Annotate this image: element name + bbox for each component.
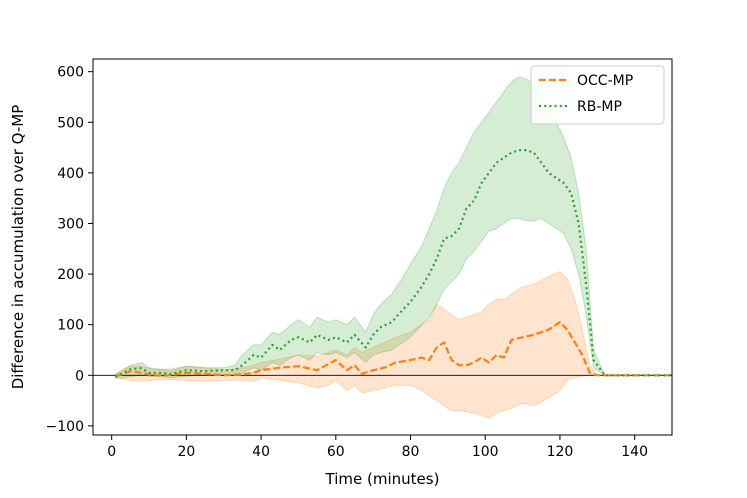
- x-tick-label: 100: [472, 444, 499, 460]
- x-tick-label: 60: [327, 444, 345, 460]
- y-axis: −100 0 100 200 300 400 500 600: [46, 65, 93, 435]
- y-tick-label: 100: [57, 318, 84, 334]
- y-tick-label: 500: [57, 115, 84, 131]
- y-tick-label: 300: [57, 216, 84, 232]
- legend-label-rb-mp: RB-MP: [577, 99, 622, 115]
- x-tick-label: 120: [547, 444, 574, 460]
- x-tick-label: 80: [402, 444, 420, 460]
- series-lines: [114, 149, 672, 378]
- x-tick-label: 0: [107, 444, 116, 460]
- rb-mp-line: [114, 149, 672, 378]
- legend-label-occ-mp: OCC-MP: [577, 73, 633, 89]
- y-tick-label: 0: [75, 368, 84, 384]
- x-tick-label: 140: [621, 444, 648, 460]
- plot-frame: [92, 58, 673, 436]
- x-tick-label: 20: [177, 444, 195, 460]
- y-tick-label: −100: [46, 419, 84, 435]
- occ-mp-line: [115, 321, 672, 378]
- y-tick-label: 400: [57, 166, 84, 182]
- y-tick-label: 600: [57, 65, 84, 81]
- x-axis: 0 20 40 60 80 100 120 140: [107, 435, 648, 460]
- y-tick-label: 200: [57, 267, 84, 283]
- legend: OCC-MP RB-MP: [530, 65, 665, 125]
- x-axis-label: Time (minutes): [325, 470, 440, 488]
- y-axis-label: Difference in accumulation over Q-MP: [9, 105, 27, 390]
- x-tick-label: 40: [252, 444, 270, 460]
